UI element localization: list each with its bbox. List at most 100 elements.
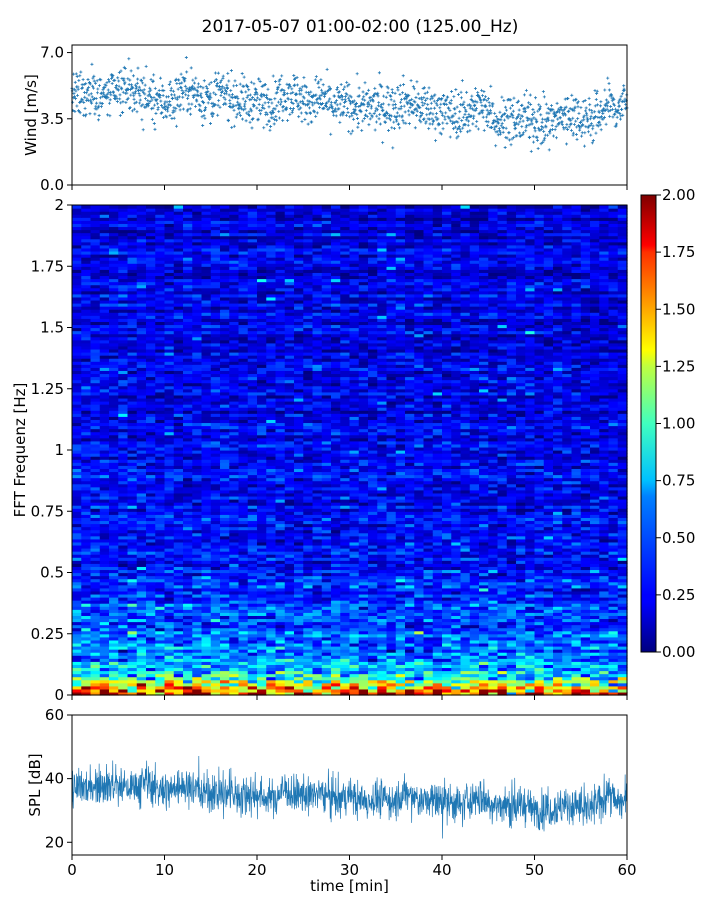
wind-point (244, 90, 248, 94)
wind-point (450, 90, 454, 94)
spectrogram-cell (266, 609, 277, 613)
spectrogram-cell (497, 676, 508, 681)
spectrogram-cell (210, 557, 221, 561)
spectrogram-cell (238, 688, 249, 693)
wind-point (216, 113, 220, 117)
spectrogram-cell (201, 575, 212, 580)
spectrogram-cell (497, 670, 508, 675)
spectrogram-cell (423, 612, 434, 616)
spectrogram-cell (534, 541, 545, 546)
spectrogram-cell (257, 606, 267, 610)
spectrogram-cell (442, 597, 452, 601)
spectrogram-cell (506, 551, 517, 555)
spectrogram-cell (340, 569, 351, 574)
spectrogram-cell (173, 642, 184, 647)
spectrogram-cell (99, 597, 110, 601)
spectrogram-cell (442, 658, 452, 662)
wind-point (143, 83, 147, 87)
wind-point (372, 111, 376, 115)
wind-point (604, 98, 608, 102)
wind-point (245, 111, 249, 115)
wind-point (510, 103, 514, 107)
spectrogram-cell (488, 563, 499, 567)
spectrogram-cell (303, 597, 314, 601)
wind-point (498, 110, 502, 114)
spectrogram-cell (284, 633, 295, 638)
spectrogram-cell (136, 600, 147, 604)
spectrogram-cell (562, 685, 573, 690)
spectrogram-cell (469, 612, 480, 616)
spectrogram-cell (321, 688, 332, 693)
spectrogram-cell (257, 676, 267, 681)
spectrogram-cell (303, 636, 314, 641)
spectrogram-cell (368, 581, 378, 586)
spectrogram-cell (183, 621, 193, 626)
spectrogram-cell (90, 676, 101, 681)
spectrogram-cell (72, 609, 82, 613)
spectrogram-cell (247, 584, 258, 589)
spectrogram-cell (432, 618, 443, 623)
spectrogram-cell (460, 551, 471, 555)
wind-point (286, 97, 290, 101)
spectrogram-cell (488, 557, 499, 561)
spectrogram-cell (349, 679, 360, 684)
spectrogram-cell (571, 538, 582, 543)
wind-point (129, 69, 133, 73)
wind-point (424, 120, 428, 124)
spectrogram-cell (173, 544, 184, 549)
spectrogram-cell (506, 624, 517, 629)
spectrogram-cell (164, 658, 175, 662)
spectrogram-cell (377, 548, 388, 552)
spectrogram-cell (266, 661, 277, 665)
wind-point (479, 100, 483, 104)
wind-point (189, 88, 193, 92)
spectrogram-cell (72, 633, 82, 638)
spectrogram-cell (303, 569, 314, 574)
wind-point (396, 88, 400, 92)
wind-point (389, 94, 393, 98)
spectrogram-cell (479, 572, 489, 577)
spectrogram-cell (72, 572, 82, 577)
spectrogram-cell (432, 544, 443, 549)
wind-point (185, 86, 189, 90)
wind-point (231, 104, 235, 108)
spectrogram-cell (72, 655, 82, 659)
spectrogram-cell (72, 664, 82, 669)
spectrogram-cell (275, 685, 286, 690)
spectrogram-cell (173, 569, 184, 574)
spectrogram-cell (275, 639, 286, 644)
spectrogram-cell (460, 649, 471, 653)
spectrogram-cell (238, 691, 249, 696)
spectrogram-cell (590, 578, 600, 583)
spectrogram-cell (109, 566, 119, 571)
wind-point (165, 100, 169, 104)
spectrogram-cell (571, 541, 582, 546)
wind-point (394, 106, 398, 110)
wind-point (146, 94, 150, 98)
spectrogram-cell (534, 606, 545, 610)
spectrogram-cell (414, 590, 425, 595)
wind-point (562, 127, 566, 131)
spectrogram-cell (164, 691, 175, 696)
spectrogram-cell (525, 676, 536, 681)
spectrogram-cell (90, 688, 101, 693)
spectrogram-cell (192, 566, 203, 571)
spectrogram-cell (81, 642, 92, 647)
spectrogram-cell (377, 670, 388, 675)
spectrogram-cell (534, 624, 545, 629)
spectrogram-cell (405, 566, 415, 571)
spectrogram-cell (479, 627, 489, 632)
wind-point (81, 78, 85, 82)
wind-point (196, 85, 200, 89)
spectrogram-cell (220, 667, 230, 672)
spectrogram-cell (506, 603, 517, 607)
wind-point (356, 116, 360, 120)
spectrogram-cell (543, 578, 554, 583)
spectrogram-cell (479, 593, 489, 598)
spectrogram-cell (368, 566, 378, 571)
spectrogram-cell (488, 541, 499, 546)
spectrogram-cell (127, 633, 138, 638)
spectrogram-cell (432, 578, 443, 583)
spectrogram-cell (257, 661, 267, 665)
wind-point (335, 103, 339, 107)
